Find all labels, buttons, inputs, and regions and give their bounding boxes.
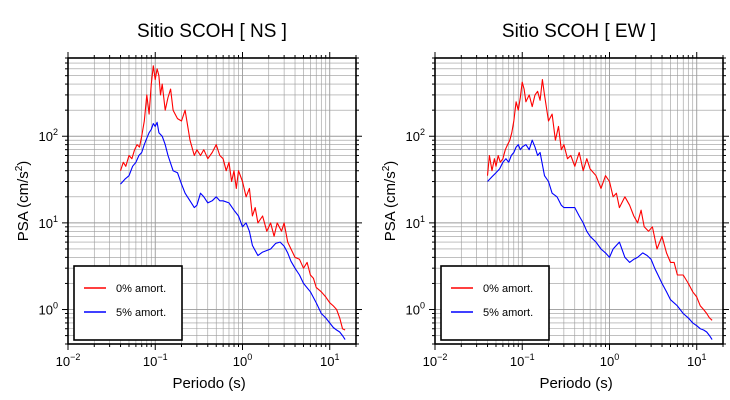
- chart-2-legend-label: 5% amort.: [483, 307, 533, 319]
- chart-1-y-axis-label-main: PSA (cm/s: [15, 171, 32, 241]
- chart-1-x-tick-base: 10: [56, 354, 70, 369]
- chart-1-ticks: [62, 52, 362, 350]
- chart-1-x-tick-exp: −1: [157, 352, 167, 362]
- chart-2-x-tick-label: 100: [600, 352, 619, 369]
- chart-2-x-axis-label: Periodo (s): [539, 375, 612, 392]
- chart-1-y-tick-exp: 1: [53, 214, 58, 224]
- chart-1-x-tick-label: 100: [233, 352, 252, 369]
- chart-1-x-tick-label: 10−1: [143, 352, 168, 369]
- chart-2-legend: 0% amort. 5% amort.: [440, 265, 550, 341]
- chart-1-legend-label: 0% amort.: [116, 283, 166, 295]
- chart-2-grid: [435, 58, 723, 344]
- chart-2: Sitio SCOH [ EW ]10−2 10−1 100 101100101102…: [381, 21, 729, 392]
- chart-2-ticks: [429, 52, 729, 350]
- chart-1-legend-label: 5% amort.: [116, 307, 166, 319]
- chart-2-y-axis-label-main: PSA (cm/s: [382, 171, 399, 241]
- chart-1-x-tick-base: 10: [143, 354, 157, 369]
- chart-1-y-tick-exp: 0: [53, 301, 58, 311]
- chart-1-y-tick-base: 10: [39, 303, 53, 318]
- chart-1-title: Sitio SCOH [ NS ]: [137, 21, 287, 42]
- chart-1-series-blue-line: [120, 121, 346, 340]
- chart-1-legend: 0% amort. 5% amort.: [73, 265, 183, 341]
- chart-2-y-tick-exp: 0: [420, 301, 425, 311]
- chart-2-x-tick-exp: −1: [524, 352, 534, 362]
- chart-2-x-tick-label: 10−1: [510, 352, 535, 369]
- chart-2-frame: [434, 57, 724, 345]
- chart-2-title: Sitio SCOH [ EW ]: [502, 21, 656, 42]
- chart-1-x-tick-base: 10: [320, 354, 334, 369]
- chart-2-y-axis-label-sup: 2: [381, 165, 392, 171]
- chart-2-y-tick-label: 102: [406, 127, 425, 144]
- chart-2-y-axis-label: PSA (cm/s2): [381, 161, 399, 242]
- chart-2-y-tick-base: 10: [406, 216, 420, 231]
- chart-2-series-blue-line: [487, 139, 713, 340]
- chart-2-y-tick-base: 10: [406, 129, 420, 144]
- chart-2-x-tick-label: 10−2: [423, 352, 448, 369]
- chart-2-legend-label: 0% amort.: [483, 283, 533, 295]
- chart-2-y-tick-exp: 2: [420, 127, 425, 137]
- chart-1-x-tick-exp: 0: [247, 352, 252, 362]
- chart-2-y-tick-label: 100: [406, 301, 425, 318]
- chart-1-x-tick-label: 10−2: [56, 352, 81, 369]
- chart-2-legend-box: [440, 265, 550, 341]
- chart-1-x-axis-label: Periodo (s): [172, 375, 245, 392]
- chart-1-legend-box: [73, 265, 183, 341]
- chart-1-x-tick-base: 10: [233, 354, 247, 369]
- chart-2-y-tick-label: 101: [406, 214, 425, 231]
- chart-2-x-tick-exp: 1: [701, 352, 706, 362]
- chart-1-y-tick-base: 10: [39, 216, 53, 231]
- chart-2-y-tick-base: 10: [406, 303, 420, 318]
- chart-1-y-axis-label-tail: ): [15, 161, 32, 166]
- chart-2-x-tick-base: 10: [600, 354, 614, 369]
- chart-1-y-axis-label: PSA (cm/s2): [14, 161, 32, 242]
- chart-2-x-tick-exp: −2: [437, 352, 447, 362]
- chart-1-frame: [67, 57, 357, 345]
- chart-1-y-tick-label: 102: [39, 127, 58, 144]
- chart-2-y-tick-exp: 1: [420, 214, 425, 224]
- chart-1-y-axis-label-sup: 2: [14, 165, 25, 171]
- chart-1-y-tick-exp: 2: [53, 127, 58, 137]
- chart-1-series-red-line: [119, 65, 346, 331]
- chart-2-y-axis-label-tail: ): [382, 161, 399, 166]
- chart-1-y-tick-base: 10: [39, 129, 53, 144]
- chart-1-x-tick-label: 101: [320, 352, 339, 369]
- chart-1-y-tick-label: 100: [39, 301, 58, 318]
- chart-2-x-tick-base: 10: [510, 354, 524, 369]
- chart-2-x-tick-base: 10: [423, 354, 437, 369]
- chart-1-x-tick-exp: 1: [334, 352, 339, 362]
- chart-1-x-tick-exp: −2: [70, 352, 80, 362]
- chart-2-series-red-line: [486, 79, 713, 321]
- chart-1: Sitio SCOH [ NS ]10−2 10−1 100 101100101102…: [14, 21, 362, 392]
- chart-2-x-tick-exp: 0: [614, 352, 619, 362]
- chart-2-x-tick-label: 101: [687, 352, 706, 369]
- chart-2-x-tick-base: 10: [687, 354, 701, 369]
- chart-1-y-tick-label: 101: [39, 214, 58, 231]
